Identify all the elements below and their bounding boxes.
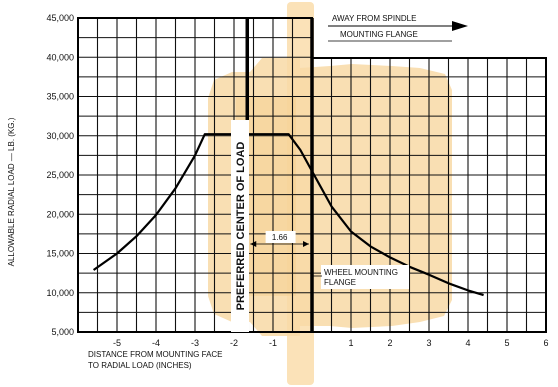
x-axis-label: DISTANCE FROM MOUNTING FACE TO RADIAL LOA… <box>88 350 223 370</box>
y-tick-label: 30,000 <box>46 131 74 141</box>
x-tick-label: -3 <box>191 338 199 348</box>
x-axis-label-line: DISTANCE FROM MOUNTING FACE <box>88 350 223 359</box>
x-tick-label: 4 <box>465 338 470 348</box>
preferred-center-label: PREFERRED CENTER OF LOAD <box>235 142 247 311</box>
series-line-allowable-load <box>92 133 484 297</box>
away-from-spindle-label: AWAY FROM SPINDLE MOUNTING FLANGE <box>332 14 418 39</box>
offset-arrow-left <box>250 241 257 247</box>
preferred-center-label-group: PREFERRED CENTER OF LOAD <box>231 120 249 332</box>
wheel-mounting-flange-label: WHEEL MOUNTING FLANGE <box>324 268 398 287</box>
y-tick-label: 25,000 <box>46 170 74 180</box>
y-axis-label: ALLOWABLE RADIAL LOAD — LB. (KG.) <box>7 117 16 266</box>
offset-arrow-right <box>303 241 309 247</box>
x-axis-label-line: TO RADIAL LOAD (INCHES) <box>88 361 192 370</box>
y-tick-label: 10,000 <box>46 288 74 298</box>
y-tick-label: 35,000 <box>46 92 74 102</box>
y-tick-label: 45,000 <box>46 13 74 23</box>
flange-label-group: WHEEL MOUNTING FLANGE <box>313 265 409 289</box>
flange-label-bg <box>321 265 409 289</box>
x-tick-label: 3 <box>426 338 431 348</box>
away-label-line: AWAY FROM SPINDLE <box>332 14 416 23</box>
y-tick-label: 15,000 <box>46 249 74 259</box>
direction-annotation: AWAY FROM SPINDLE MOUNTING FLANGE <box>328 14 468 42</box>
x-tick-labels: -5 -4 -3 -2 -1 1 2 3 4 5 6 <box>113 338 549 348</box>
x-tick-label: 5 <box>504 338 509 348</box>
x-tick-label: 2 <box>387 338 392 348</box>
preferred-center-label-bg <box>231 120 249 332</box>
offset-label-bg <box>265 231 296 243</box>
away-label-line: MOUNTING FLANGE <box>340 30 418 39</box>
flange-label-line: FLANGE <box>324 278 356 287</box>
y-tick-labels: 5,000 10,000 15,000 20,000 25,000 30,000 35,00… <box>46 13 74 337</box>
x-tick-label: -1 <box>269 338 277 348</box>
y-tick-label: 20,000 <box>46 209 74 219</box>
x-tick-label: -4 <box>152 338 160 348</box>
offset-dimension: 1.66 <box>250 231 309 247</box>
offset-dimension-label: 1.66 <box>272 233 288 242</box>
x-tick-label: 6 <box>543 338 548 348</box>
x-tick-label: 1 <box>348 338 353 348</box>
y-tick-label: 40,000 <box>46 52 74 62</box>
flange-label-line: WHEEL MOUNTING <box>324 268 398 277</box>
x-tick-label: -5 <box>113 338 121 348</box>
direction-arrow-head <box>452 21 468 31</box>
x-tick-label: -2 <box>230 338 238 348</box>
y-tick-label: 5,000 <box>51 327 74 337</box>
